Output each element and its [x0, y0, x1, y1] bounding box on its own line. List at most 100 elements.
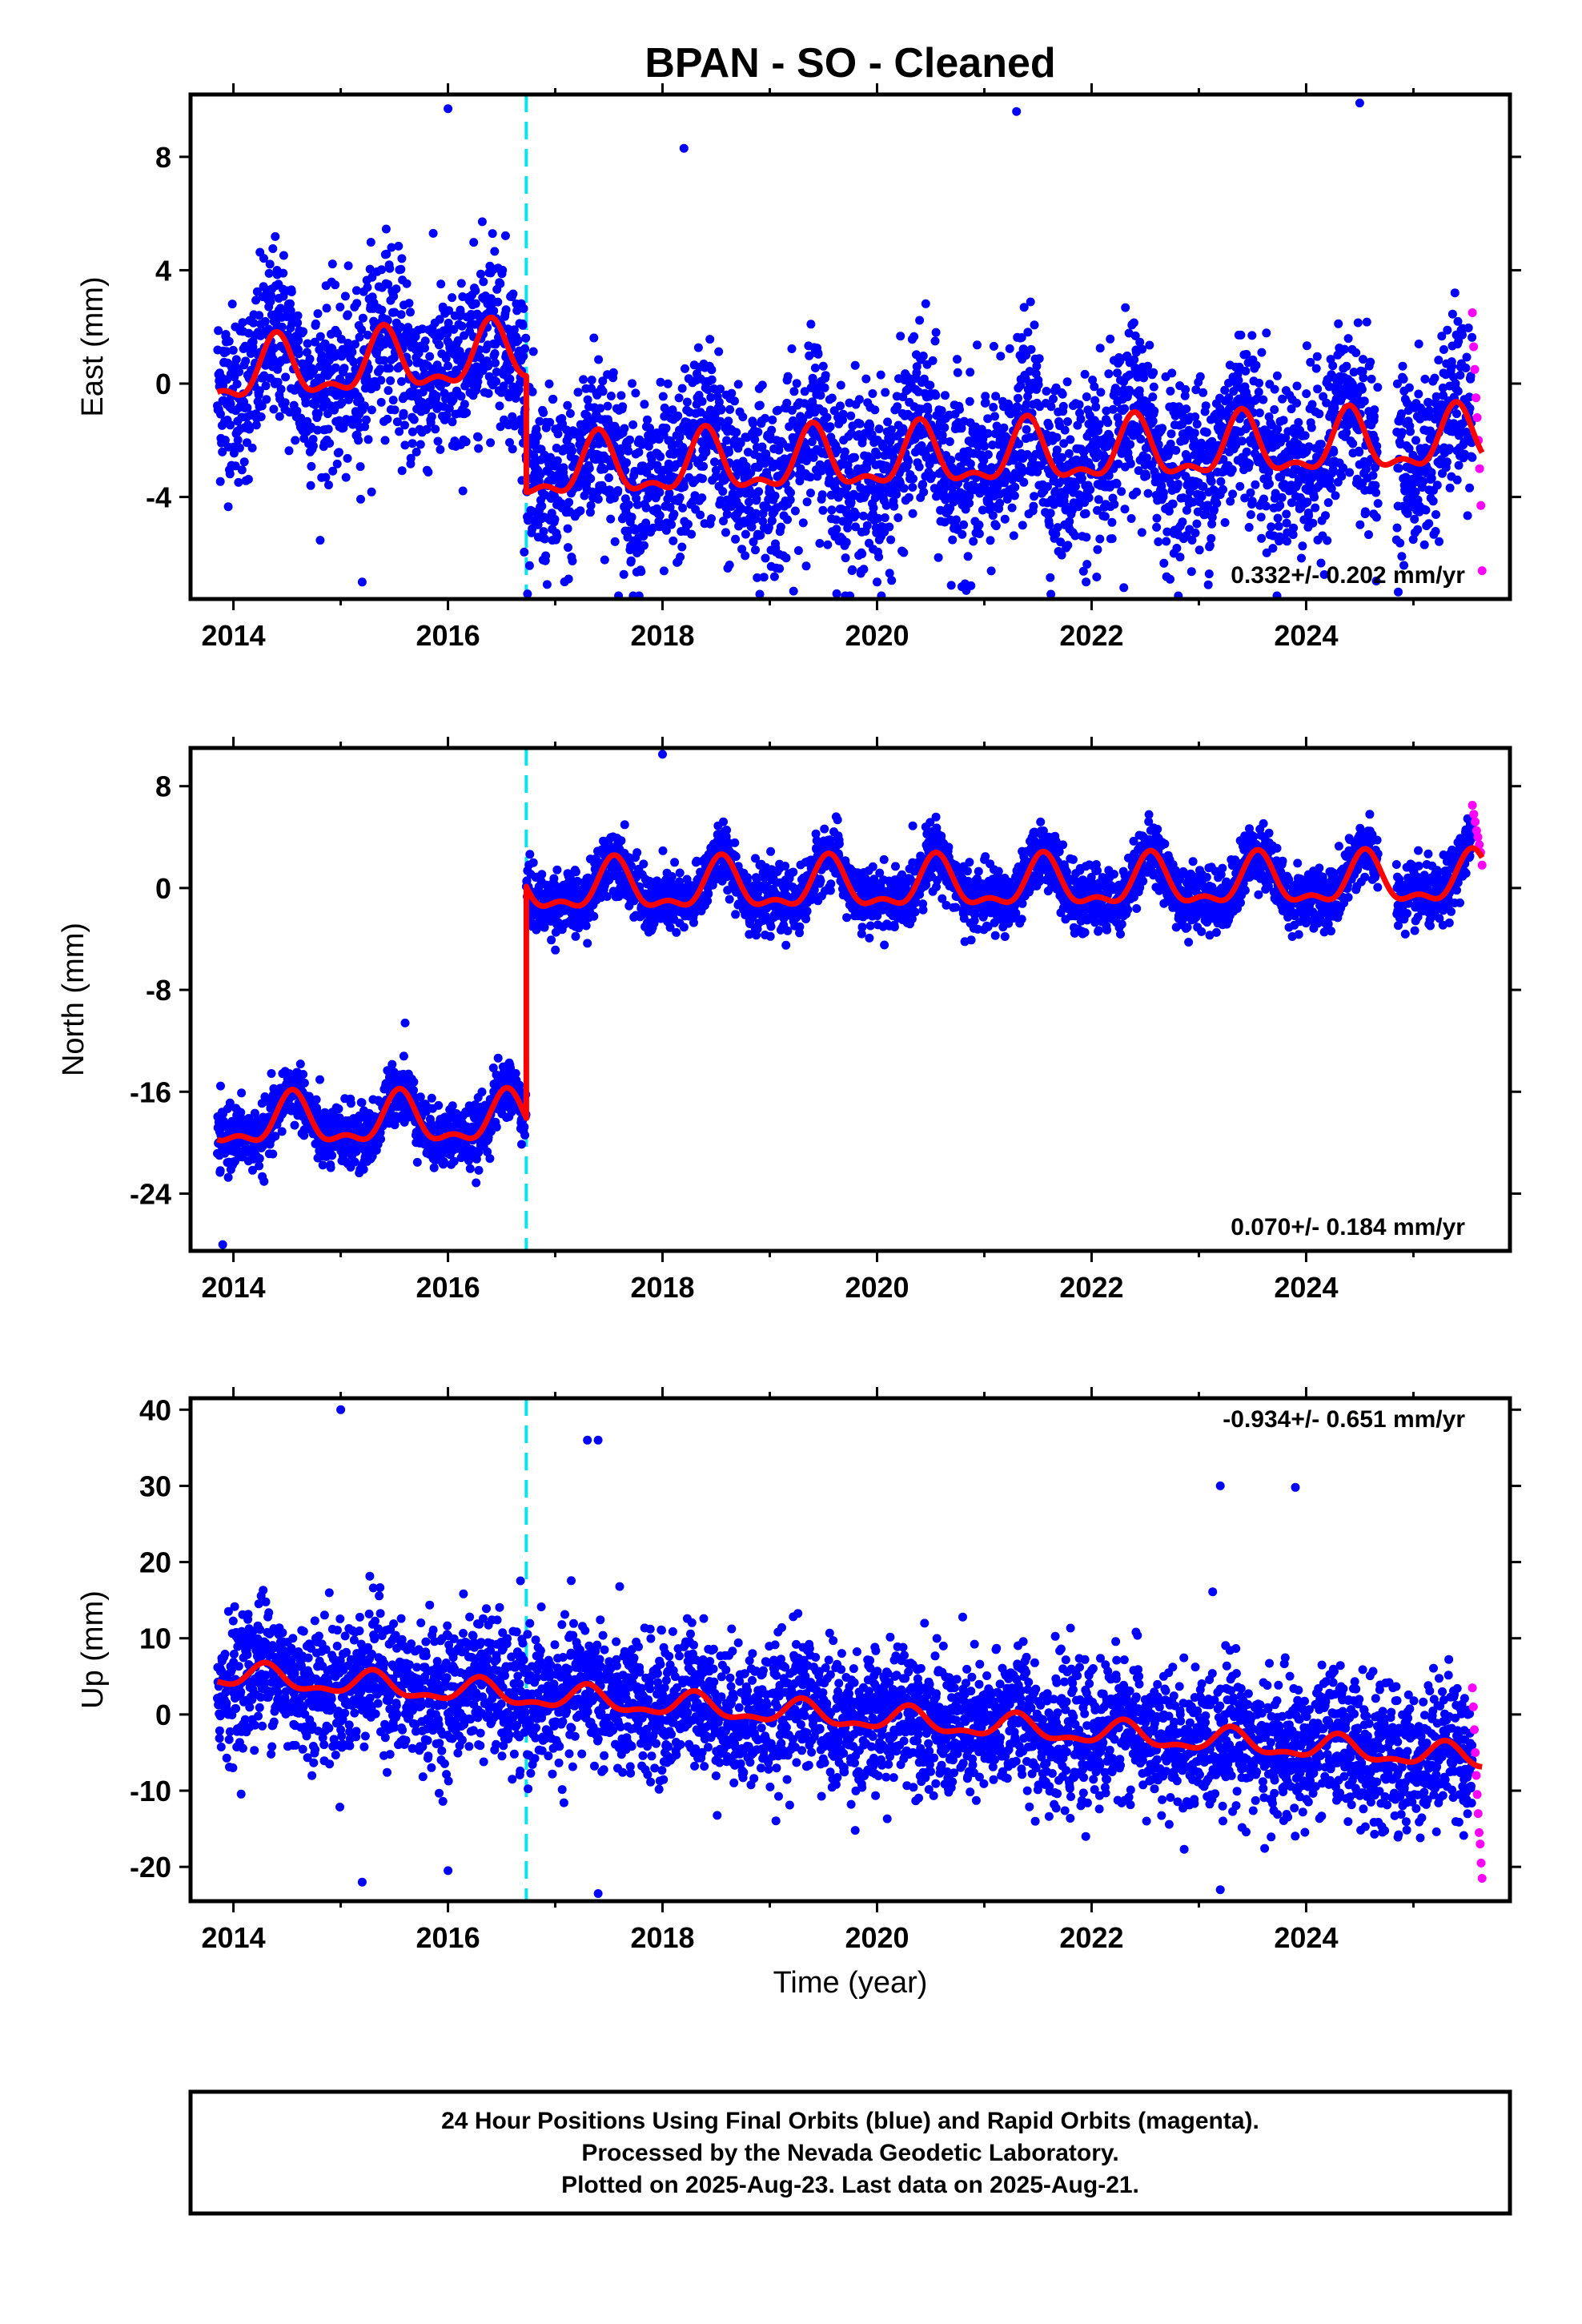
final-orbit-point	[1212, 499, 1222, 508]
final-orbit-point	[1315, 409, 1324, 419]
final-orbit-point	[355, 332, 364, 342]
final-orbit-point	[448, 293, 457, 303]
final-orbit-point	[818, 505, 828, 515]
final-orbit-point	[263, 324, 273, 334]
final-orbit-point	[1272, 371, 1282, 380]
final-orbit-point	[376, 1134, 385, 1144]
final-orbit-point	[523, 589, 532, 599]
final-orbit-point	[1026, 344, 1036, 354]
final-orbit-point	[376, 376, 386, 385]
final-orbit-point	[1110, 500, 1119, 509]
final-orbit-point	[782, 398, 792, 408]
final-orbit-point	[528, 387, 537, 396]
final-orbit-point	[512, 306, 522, 316]
x-tick-label: 2024	[1274, 619, 1338, 652]
final-orbit-point	[395, 427, 404, 436]
final-orbit-point	[991, 521, 1001, 531]
final-orbit-point	[1005, 344, 1014, 353]
final-orbit-point	[966, 368, 975, 377]
final-orbit-point	[861, 374, 871, 384]
final-orbit-point	[389, 292, 399, 301]
final-orbit-point	[436, 279, 446, 289]
final-orbit-point	[534, 476, 544, 486]
final-orbit-point	[277, 322, 287, 332]
final-orbit-point	[640, 541, 648, 550]
y-tick-label: 8	[155, 141, 171, 174]
final-orbit-point	[1132, 487, 1142, 497]
final-orbit-point	[1454, 460, 1464, 470]
final-orbit-point	[593, 494, 603, 504]
final-orbit-point	[268, 244, 278, 253]
final-orbit-point	[881, 388, 890, 397]
final-orbit-point	[792, 379, 801, 388]
final-orbit-point	[1049, 394, 1058, 404]
final-orbit-point	[1308, 518, 1318, 528]
final-orbit-point	[508, 289, 518, 299]
final-orbit-point	[815, 539, 825, 548]
final-orbit-point	[1216, 476, 1226, 486]
final-orbit-point	[1450, 288, 1460, 298]
final-orbit-point	[698, 474, 707, 484]
final-orbit-point	[314, 409, 323, 418]
final-orbit-point	[1289, 523, 1299, 533]
final-orbit-point	[904, 493, 913, 502]
final-orbit-point	[1394, 464, 1403, 473]
final-orbit-point	[422, 424, 432, 434]
final-orbit-point	[1311, 503, 1320, 513]
final-orbit-point	[1166, 574, 1174, 584]
final-orbit-point	[432, 391, 441, 400]
final-orbit-point	[616, 391, 626, 400]
final-orbit-point	[1235, 481, 1245, 491]
final-orbit-point	[1182, 404, 1191, 414]
final-orbit-point	[722, 509, 732, 519]
final-orbit-point	[1106, 334, 1115, 344]
final-orbit-point	[388, 396, 398, 405]
final-orbit-point	[363, 330, 372, 340]
final-orbit-point	[697, 396, 707, 406]
final-orbit-point	[838, 409, 848, 419]
x-tick-label: 2018	[630, 619, 694, 652]
final-orbit-point	[306, 480, 315, 490]
final-orbit-point	[707, 514, 716, 524]
final-orbit-point	[655, 488, 665, 497]
final-orbit-point	[294, 349, 303, 359]
final-orbit-point	[226, 420, 235, 430]
final-orbit-point	[317, 351, 327, 360]
final-orbit-point	[559, 463, 568, 472]
final-orbit-point	[914, 462, 924, 472]
final-orbit-point	[1030, 320, 1039, 330]
final-orbit-point	[676, 553, 685, 561]
final-orbit-point	[836, 380, 845, 390]
final-orbit-point	[806, 320, 816, 329]
final-orbit-point	[1076, 414, 1086, 424]
final-orbit-point	[986, 536, 995, 545]
final-orbit-point	[499, 381, 508, 391]
final-orbit-point	[687, 529, 697, 539]
final-orbit-point	[573, 388, 583, 397]
final-orbit-point	[299, 1070, 308, 1079]
final-orbit-point	[1080, 369, 1090, 379]
final-orbit-point	[277, 1127, 287, 1136]
final-orbit-point	[528, 347, 538, 356]
final-orbit-point	[1304, 511, 1314, 521]
final-orbit-point	[496, 279, 505, 288]
final-orbit-point	[886, 535, 896, 545]
final-orbit-point	[397, 254, 407, 263]
final-orbit-point	[245, 424, 254, 434]
final-orbit-point	[915, 316, 925, 325]
final-orbit-point	[918, 352, 928, 360]
final-orbit-point	[675, 493, 685, 502]
final-orbit-point	[732, 428, 741, 437]
final-orbit-point	[476, 269, 485, 279]
final-orbit-point	[1171, 445, 1181, 455]
final-orbit-point	[396, 322, 405, 332]
final-orbit-point	[610, 537, 620, 546]
final-orbit-point	[822, 412, 832, 422]
final-orbit-point	[948, 535, 958, 545]
final-orbit-point	[718, 487, 728, 497]
rapid-orbit-point	[1469, 342, 1479, 352]
final-orbit-point	[505, 438, 514, 447]
final-orbit-point	[990, 412, 999, 421]
final-orbit-point	[622, 458, 631, 468]
final-orbit-point	[343, 261, 353, 271]
